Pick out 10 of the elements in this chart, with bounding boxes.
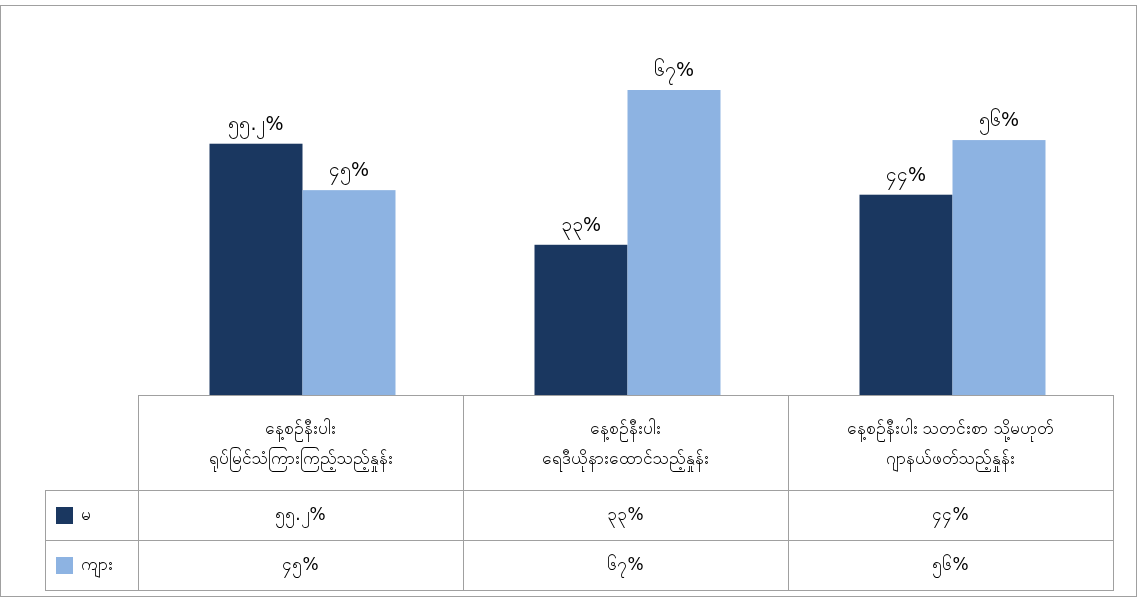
legend-label: မ <box>81 504 91 524</box>
data-label: ၅၆% <box>788 540 1113 591</box>
data-label: ၄၅% <box>138 540 463 591</box>
x-tick-label: နေ့စဉ်နီးပါး ရေဒီယိုနားထောင်သည့်နှုန်း <box>463 395 788 491</box>
x-tick-label: နေ့စဉ်နီးပါး သတင်းစာ သို့မဟုတ် ဂျာနယ်ဖတ်သည့်နှုန်း <box>788 395 1113 491</box>
data-label: ၅၅.၂% <box>138 490 463 541</box>
x-tick-label: နေ့စဉ်နီးပါး ရုပ်မြင်သံကြားကြည့်သည့်နှုန်း <box>138 395 463 491</box>
data-label: ၄၄% <box>788 490 1113 541</box>
data-label: ၃၃% <box>463 490 788 541</box>
data-label: ၆၇% <box>463 540 788 591</box>
